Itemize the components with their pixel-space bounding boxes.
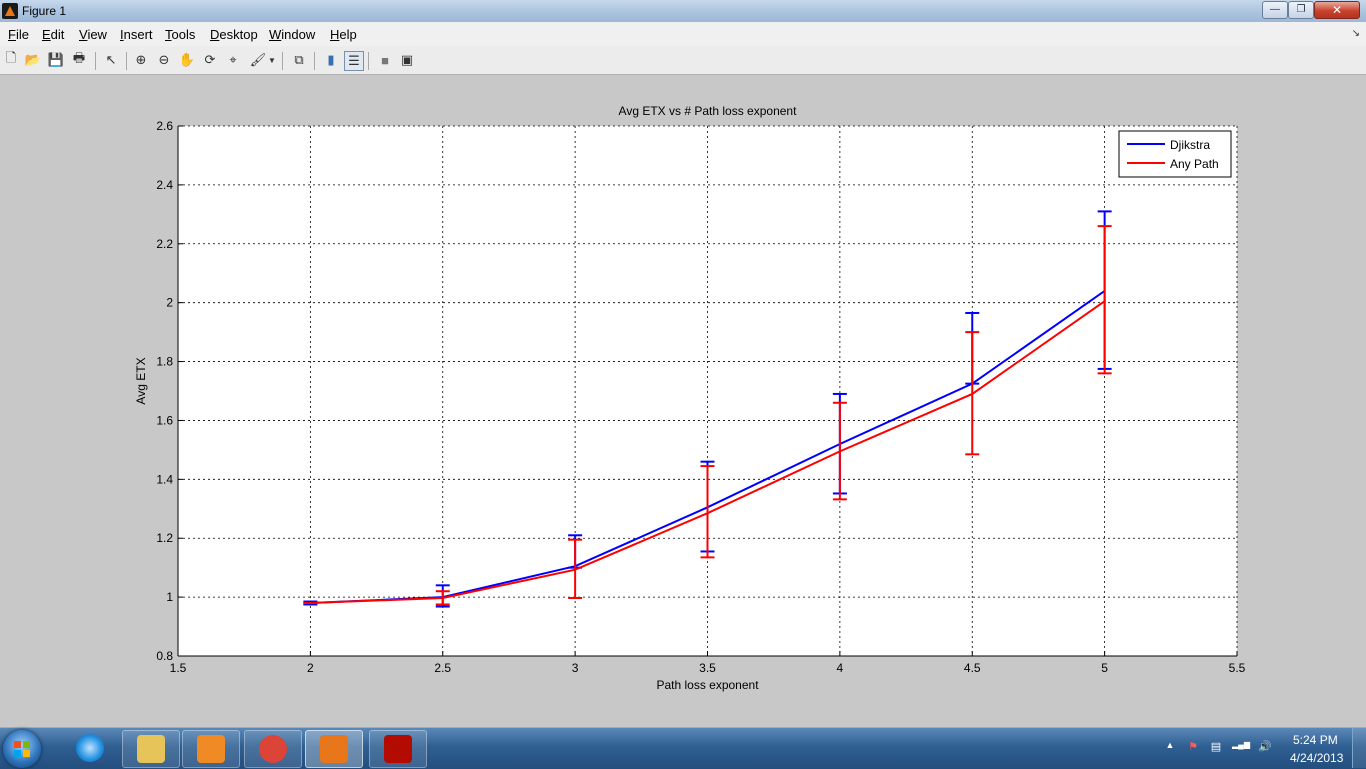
- x-tick-label: 2: [307, 661, 314, 675]
- device-icon[interactable]: ▤: [1210, 741, 1222, 753]
- matlab-app-icon: [2, 3, 18, 19]
- error-bar: [832, 401, 847, 501]
- close-button[interactable]: ✕: [1314, 1, 1360, 19]
- save-figure-icon[interactable]: 💾: [47, 52, 65, 67]
- y-tick-label: 1.6: [156, 413, 173, 427]
- insert-legend-icon[interactable]: ☰: [344, 51, 364, 71]
- menu-bar: File Edit View Insert Tools Desktop Wind…: [0, 22, 1366, 46]
- clock-time[interactable]: 5:24 PM: [1293, 733, 1338, 747]
- zoom-out-icon[interactable]: ⊖: [158, 52, 170, 67]
- x-tick-label: 2.5: [434, 661, 451, 675]
- restore-button[interactable]: ❐: [1288, 1, 1314, 19]
- window-title-bar[interactable]: Figure 1 — ❐ ✕: [0, 0, 1366, 22]
- toolbar-separator: [282, 52, 283, 70]
- y-tick-label: 2.6: [156, 119, 173, 133]
- pan-icon[interactable]: ✋: [178, 52, 196, 67]
- brush-icon[interactable]: 🖌: [249, 52, 267, 67]
- error-bar: [435, 590, 450, 606]
- y-tick-label: 2.4: [156, 178, 173, 192]
- figure-toolbar: 🗋 📂 💾 🖶 ↖ ⊕ ⊖ ✋ ⟳ ⌖ 🖌 ▼ ⧉ ▮ ☰ ■ ▣: [0, 46, 1366, 75]
- legend-label: Djikstra: [1170, 138, 1210, 152]
- taskbar-internet-explorer-icon: [76, 734, 104, 762]
- show-plot-tools-icon[interactable]: ▣: [400, 52, 414, 67]
- y-tick-label: 1.2: [156, 531, 173, 545]
- y-tick-label: 1.4: [156, 472, 173, 486]
- insert-colorbar-icon[interactable]: ▮: [327, 52, 335, 67]
- taskbar-matlab-icon: [320, 735, 348, 763]
- x-tick-label: 3.5: [699, 661, 716, 675]
- legend-box: [1118, 130, 1232, 178]
- brush-dropdown-arrow-icon[interactable]: ▼: [268, 55, 276, 65]
- y-tick-label: 2: [166, 296, 173, 310]
- menu-view[interactable]: View: [79, 27, 107, 42]
- action-center-flag-icon[interactable]: ⚑: [1188, 741, 1198, 753]
- menu-help[interactable]: Help: [330, 27, 357, 42]
- taskbar-media-player-icon: [197, 735, 225, 763]
- y-tick-label: 1.8: [156, 355, 173, 369]
- legend-label: Any Path: [1170, 157, 1219, 171]
- network-icon[interactable]: ▂▄▆: [1232, 740, 1250, 749]
- y-tick-label: 2.2: [156, 237, 173, 251]
- rotate-3d-icon[interactable]: ⟳: [204, 52, 216, 67]
- menu-desktop[interactable]: Desktop: [210, 27, 258, 42]
- x-tick-label: 4: [837, 661, 844, 675]
- taskbar-matlab-button[interactable]: [305, 730, 363, 768]
- error-bar: [700, 465, 715, 559]
- window-title: Figure 1: [22, 4, 67, 18]
- x-axis-label: Path loss exponent: [656, 678, 759, 692]
- show-hidden-icons-icon[interactable]: ▲: [1165, 740, 1175, 750]
- toolbar-separator: [95, 52, 96, 70]
- toolbar-separator: [314, 52, 315, 70]
- x-tick-label: 5: [1101, 661, 1108, 675]
- y-axis-label: Avg ETX: [134, 357, 148, 404]
- plot-axes[interactable]: 1.5 2 2.5 3 3.5 4 4.5 5 5.5 0.8 1 1.2 1.4 1.6 1.8 2 2.2 2…: [0, 75, 1366, 727]
- print-figure-icon[interactable]: 🖶: [72, 50, 86, 65]
- taskbar-chrome-icon: [259, 735, 287, 763]
- zoom-in-icon[interactable]: ⊕: [135, 52, 147, 67]
- x-tick-label: 5.5: [1229, 661, 1246, 675]
- taskbar-internet-explorer-button[interactable]: [62, 730, 118, 766]
- taskbar-acrobat-icon: [384, 735, 412, 763]
- chart-title: Avg ETX vs # Path loss exponent: [619, 104, 798, 118]
- taskbar-media-player-button[interactable]: [182, 730, 240, 768]
- x-tick-label: 3: [572, 661, 579, 675]
- minimize-button[interactable]: —: [1262, 1, 1288, 19]
- menu-tools[interactable]: Tools: [165, 27, 196, 42]
- data-cursor-icon[interactable]: ⌖: [229, 52, 237, 67]
- toolbar-separator: [126, 52, 127, 70]
- new-figure-icon[interactable]: 🗋: [5, 50, 17, 65]
- y-tick-label: 1: [166, 590, 173, 604]
- error-bar: [1097, 225, 1112, 375]
- menu-window[interactable]: Window: [269, 27, 316, 42]
- show-desktop-button[interactable]: [1352, 728, 1366, 768]
- edit-plot-icon[interactable]: ↖: [105, 52, 117, 67]
- taskbar-file-explorer-button[interactable]: [122, 730, 180, 768]
- volume-icon[interactable]: 🔊: [1258, 741, 1272, 753]
- taskbar-chrome-button[interactable]: [244, 730, 302, 768]
- link-plot-icon[interactable]: ⧉: [294, 52, 304, 67]
- menu-dock-arrow-icon[interactable]: ↘: [1351, 28, 1360, 39]
- menu-insert[interactable]: Insert: [120, 27, 153, 42]
- taskbar-acrobat-button[interactable]: [369, 730, 427, 768]
- x-tick-label: 4.5: [964, 661, 981, 675]
- menu-edit[interactable]: Edit: [42, 27, 65, 42]
- toolbar-separator: [368, 52, 369, 70]
- start-button[interactable]: [3, 730, 41, 768]
- hide-plot-tools-icon[interactable]: ■: [381, 52, 389, 68]
- open-file-icon[interactable]: 📂: [24, 52, 42, 67]
- clock-date[interactable]: 4/24/2013: [1290, 751, 1344, 765]
- figure-canvas[interactable]: 1.5 2 2.5 3 3.5 4 4.5 5 5.5 0.8 1 1.2 1.4 1.6 1.8 2 2.2 2…: [0, 75, 1366, 727]
- error-bar: [568, 538, 583, 599]
- windows-taskbar: ▲ ⚑ ▤ ▂▄▆ 🔊: [0, 727, 1366, 769]
- taskbar-file-explorer-icon: [137, 735, 165, 763]
- error-bar: [965, 331, 980, 456]
- x-tick-label: 1.5: [170, 661, 187, 675]
- menu-file[interactable]: File: [8, 27, 29, 42]
- y-tick-label: 0.8: [156, 649, 173, 663]
